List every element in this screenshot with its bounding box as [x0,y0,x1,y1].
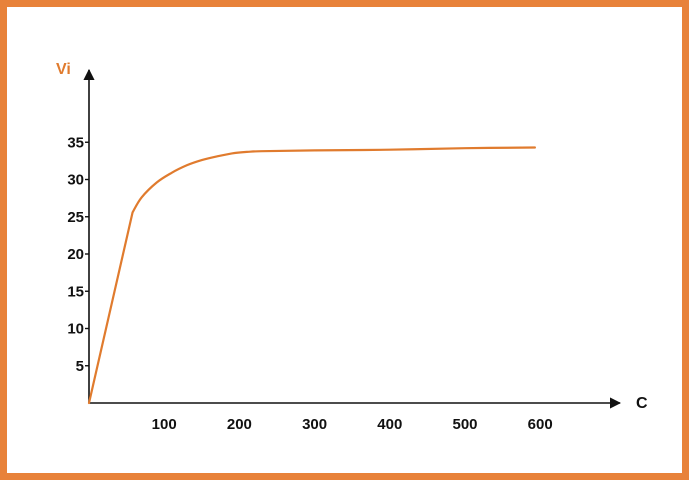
x-tick-label: 200 [227,416,252,433]
x-tick-label: 400 [377,416,402,433]
x-tick-label: 100 [152,416,177,433]
y-tick-label: 5 [76,358,84,375]
y-tick-label: 10 [67,321,84,338]
x-ticks: 100 200 300 400 500 600 [152,416,553,433]
x-axis-title: C [636,395,648,412]
y-axis-title: Vi [56,61,71,78]
y-tick-label: 35 [67,134,84,151]
y-tick-label: 15 [67,283,84,300]
y-tick-label: 30 [67,172,84,189]
y-tick-label: 20 [67,246,84,263]
y-ticks: 5 10 15 20 25 30 35 [67,134,89,375]
x-tick-label: 600 [528,416,553,433]
x-tick-label: 500 [452,416,477,433]
x-tick-label: 300 [302,416,327,433]
series-line [87,146,536,405]
y-tick-label: 25 [67,209,84,226]
